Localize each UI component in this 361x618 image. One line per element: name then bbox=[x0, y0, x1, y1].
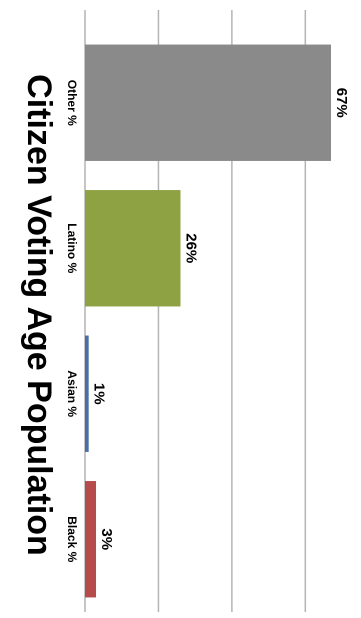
category-label: Latino % bbox=[65, 223, 79, 273]
category-label: Asian % bbox=[65, 370, 79, 417]
chart-title: Citizen Voting Age Population bbox=[20, 74, 58, 556]
category-label: Black % bbox=[65, 516, 79, 562]
data-label: 3% bbox=[98, 528, 115, 550]
bars bbox=[85, 44, 332, 598]
chart-plot: Other % Latino % Asian % Black % 67% 26% 1% 3%… bbox=[20, 10, 350, 612]
bar bbox=[85, 190, 181, 307]
data-label: 1% bbox=[91, 383, 108, 405]
bar bbox=[85, 335, 89, 452]
bar bbox=[85, 481, 97, 598]
data-label: 67% bbox=[333, 88, 350, 118]
value-labels: 67% 26% 1% 3% bbox=[91, 88, 350, 550]
category-labels: Other % Latino % Asian % Black % bbox=[65, 80, 79, 563]
category-label: Other % bbox=[65, 80, 79, 126]
bar bbox=[85, 44, 332, 161]
data-label: 26% bbox=[183, 233, 200, 263]
